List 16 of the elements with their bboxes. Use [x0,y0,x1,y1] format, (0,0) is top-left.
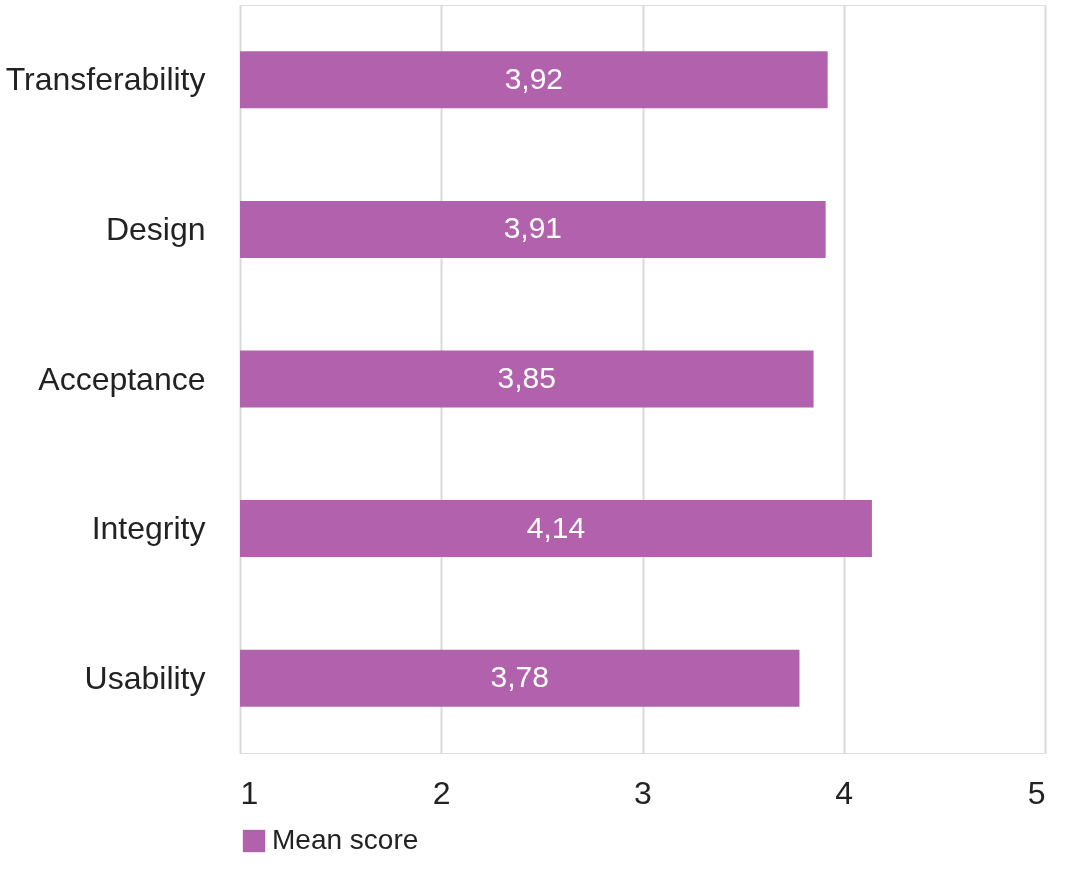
x-tick-label: 1 [240,774,259,811]
data-label: 3,91 [503,211,563,245]
data-label: 4,14 [526,510,586,544]
y-tick-label: Integrity [91,510,206,547]
x-tick-label: 2 [432,774,451,811]
legend-label: Mean score [272,824,419,855]
y-tick-label: Design [105,210,206,247]
data-label: 3,92 [504,61,564,95]
y-tick-label: Transferability [5,61,206,98]
x-tick-label: 5 [1027,774,1046,811]
data-label: 3,78 [490,660,549,694]
y-tick-label: Usability [84,659,206,696]
x-tick-label: 4 [835,774,854,811]
x-tick-label: 3 [634,774,652,811]
y-tick-label: Acceptance [38,360,206,397]
data-label: 3,85 [497,361,556,394]
